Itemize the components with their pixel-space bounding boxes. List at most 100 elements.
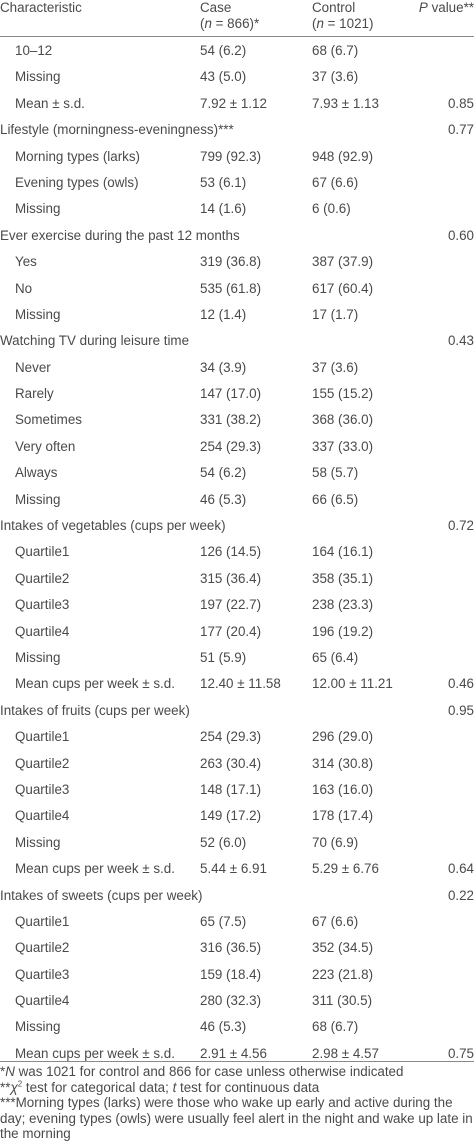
p-value-cell: 0.77 [447,122,474,138]
table-row: Always 54 (6.2) 58 (5.7) [0,460,474,486]
row-label: Quartile3 [15,966,70,982]
p-value-cell: 0.46 [447,676,474,692]
row-label: Missing [15,834,61,850]
table-row: Mean cups per week ± s.d. 2.91 ± 4.56 2.98… [0,1041,474,1067]
row-label: Sometimes [15,412,82,428]
case-cell: 263 (30.4) [200,755,262,771]
row-label: Quartile4 [15,623,70,639]
case-cell: 126 (14.5) [200,544,262,560]
table-row: Missing 46 (5.3) 66 (6.5) [0,487,474,513]
row-label: Missing [15,201,61,217]
case-cell: 43 (5.0) [200,69,247,85]
header-control: Control [312,0,356,15]
control-cell: 155 (15.2) [312,386,374,402]
section-header-row: Intakes of fruits (cups per week) 0.95 [0,698,474,724]
table-row: Morning types (larks) 799 (92.3) 948 (92.9… [0,144,474,170]
row-label: Quartile2 [15,755,70,771]
table-row: No 535 (61.8) 617 (60.4) [0,276,474,302]
case-cell: 316 (36.5) [200,940,262,956]
row-label: Missing [15,306,61,322]
table-row: Missing 46 (5.3) 68 (6.7) [0,1014,474,1040]
table-row: Missing 43 (5.0) 37 (3.6) [0,64,474,90]
control-cell: 617 (60.4) [312,280,374,296]
table-row: Quartile2 263 (30.4) 314 (30.8) [0,751,474,777]
case-cell: 315 (36.4) [200,570,262,586]
row-label: Watching TV during leisure time [0,333,190,349]
p-value-cell: 0.85 [447,95,474,111]
table-row: 10–12 54 (6.2) 68 (6.7) [0,38,474,64]
control-cell: 368 (36.0) [312,412,374,428]
row-label: 10–12 [15,43,53,58]
row-label: Quartile2 [15,570,70,586]
control-cell: 7.93 ± 1.13 [312,95,379,111]
case-cell: 159 (18.4) [200,966,262,982]
case-cell: 12 (1.4) [200,306,247,322]
row-label: Intakes of vegetables (cups per week) [0,518,226,534]
p-value-cell: 0.72 [447,518,474,534]
p-value-cell: 0.75 [447,1045,474,1061]
table-row: Mean ± s.d. 7.92 ± 1.12 7.93 ± 1.13 0.85 [0,91,474,117]
table-row: Quartile1 126 (14.5) 164 (16.1) [0,539,474,565]
header-control-n: (n = 1021) [312,16,374,31]
header-case: Case [200,0,232,15]
row-label: Mean cups per week ± s.d. [15,676,175,692]
case-cell: 177 (20.4) [200,623,262,639]
control-cell: 6 (0.6) [312,201,351,217]
table-row: Quartile3 148 (17.1) 163 (16.0) [0,777,474,803]
table-row: Quartile4 280 (32.3) 311 (30.5) [0,988,474,1014]
control-cell: 5.29 ± 6.76 [312,861,379,877]
footnote-3: ***Morning types (larks) were those who … [0,1095,473,1141]
section-header-row: Ever exercise during the past 12 months 0… [0,223,474,249]
header-characteristic: Characteristic [0,0,82,15]
row-label: No [15,280,33,296]
case-cell: 5.44 ± 6.91 [200,861,267,877]
p-value-cell: 0.22 [447,887,474,903]
control-cell: 196 (19.2) [312,623,374,639]
control-cell: 163 (16.0) [312,781,374,797]
table-row: Rarely 147 (17.0) 155 (15.2) [0,381,474,407]
control-cell: 358 (35.1) [312,570,374,586]
control-cell: 238 (23.3) [312,597,374,613]
table-row: Very often 254 (29.3) 337 (33.0) [0,434,474,460]
table-row: Evening types (owls) 53 (6.1) 67 (6.6) [0,170,474,196]
control-cell: 223 (21.8) [312,966,374,982]
control-cell: 337 (33.0) [312,438,374,454]
row-label: Morning types (larks) [15,148,141,164]
control-cell: 67 (6.6) [312,913,359,929]
p-value-cell: 0.95 [447,702,474,718]
row-label: Missing [15,491,61,507]
control-cell: 948 (92.9) [312,148,374,164]
case-cell: 799 (92.3) [200,148,262,164]
case-cell: 54 (6.2) [200,465,247,481]
control-cell: 37 (3.6) [312,69,359,85]
case-cell: 52 (6.0) [200,834,247,850]
table-row: Quartile3 159 (18.4) 223 (21.8) [0,962,474,988]
row-label: Intakes of fruits (cups per week) [0,702,190,718]
control-cell: 12.00 ± 11.21 [312,676,393,692]
row-label: Quartile1 [15,913,70,929]
control-cell: 296 (29.0) [312,729,374,745]
case-cell: 197 (22.7) [200,597,262,613]
row-label: Quartile4 [15,993,70,1009]
control-cell: 17 (1.7) [312,306,359,322]
table-header: Characteristic Case (n = 866)* Control (… [0,0,474,37]
row-label: Evening types (owls) [15,174,139,190]
table-row: Quartile4 177 (20.4) 196 (19.2) [0,619,474,645]
header-p-value: P value** [418,0,474,15]
row-label: Mean ± s.d. [15,95,85,111]
table-row: Quartile2 316 (36.5) 352 (34.5) [0,935,474,961]
case-cell: 51 (5.9) [200,649,247,665]
table-row: Quartile4 149 (17.2) 178 (17.4) [0,803,474,829]
table-row: Yes 319 (36.8) 387 (37.9) [0,249,474,275]
case-cell: 7.92 ± 1.12 [200,95,267,111]
p-value-cell: 0.60 [447,227,474,243]
section-header-row: Lifestyle (morningness-eveningness)*** 0.… [0,117,474,143]
control-cell: 58 (5.7) [312,465,359,481]
table-row: Never 34 (3.9) 37 (3.6) [0,355,474,381]
table-row: Missing 12 (1.4) 17 (1.7) [0,302,474,328]
row-label: Rarely [15,386,54,402]
table-row: Missing 14 (1.6) 6 (0.6) [0,196,474,222]
p-value-cell: 0.64 [447,861,474,877]
control-cell: 314 (30.8) [312,755,374,771]
row-label: Quartile4 [15,808,70,824]
